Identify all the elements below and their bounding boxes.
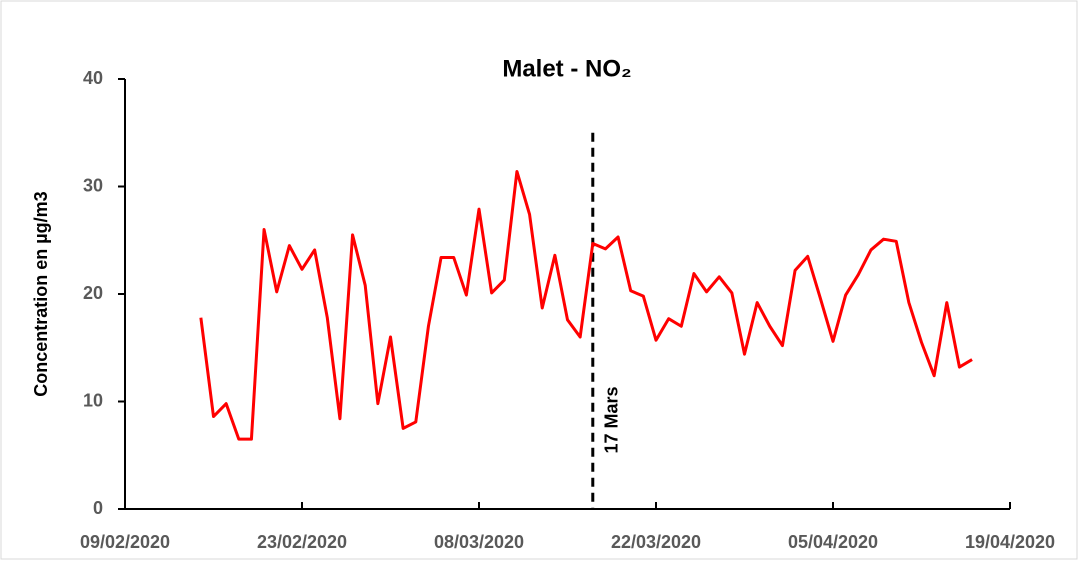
chart-title: Malet - NO₂ [502, 55, 631, 82]
x-tick-label: 23/02/2020 [257, 532, 347, 552]
y-tick-label: 10 [83, 390, 103, 410]
x-tick-label: 19/04/2020 [965, 532, 1055, 552]
x-tick-label: 22/03/2020 [611, 532, 701, 552]
x-tick-label: 09/02/2020 [80, 532, 170, 552]
y-axis-label: Concentration en µg/m3 [31, 191, 51, 396]
y-tick-label: 40 [83, 68, 103, 88]
x-tick-label: 05/04/2020 [788, 532, 878, 552]
data-line [199, 169, 973, 441]
y-tick-label: 20 [83, 283, 103, 303]
x-tick-label: 08/03/2020 [434, 532, 524, 552]
annotation-label: 17 Mars [602, 386, 622, 453]
y-tick-label: 0 [93, 498, 103, 518]
y-tick-label: 30 [83, 175, 103, 195]
